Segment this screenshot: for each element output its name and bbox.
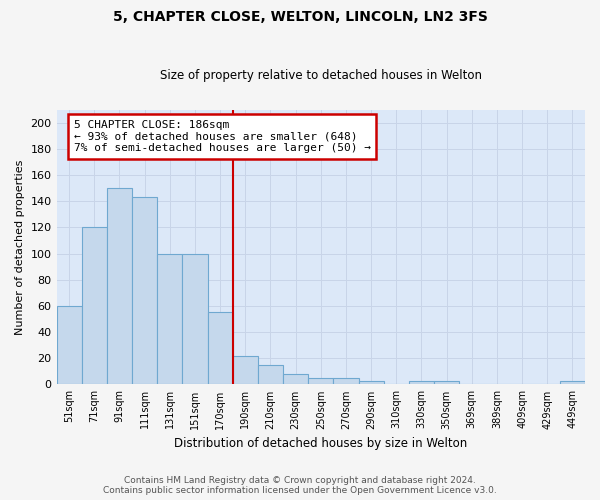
Bar	[308, 378, 334, 384]
Bar	[157, 254, 182, 384]
Bar	[434, 380, 459, 384]
Bar	[560, 380, 585, 384]
Y-axis label: Number of detached properties: Number of detached properties	[15, 160, 25, 334]
Text: Contains HM Land Registry data © Crown copyright and database right 2024.
Contai: Contains HM Land Registry data © Crown c…	[103, 476, 497, 495]
Bar	[283, 374, 308, 384]
Text: 5 CHAPTER CLOSE: 186sqm
← 93% of detached houses are smaller (648)
7% of semi-de: 5 CHAPTER CLOSE: 186sqm ← 93% of detache…	[74, 120, 371, 153]
Bar	[409, 380, 434, 384]
Bar	[359, 380, 383, 384]
Bar	[334, 378, 359, 384]
Bar	[132, 198, 157, 384]
Bar	[208, 312, 233, 384]
Bar	[258, 365, 283, 384]
Text: 5, CHAPTER CLOSE, WELTON, LINCOLN, LN2 3FS: 5, CHAPTER CLOSE, WELTON, LINCOLN, LN2 3…	[113, 10, 487, 24]
Bar	[233, 356, 258, 384]
Bar	[182, 254, 208, 384]
Bar	[82, 228, 107, 384]
X-axis label: Distribution of detached houses by size in Welton: Distribution of detached houses by size …	[174, 437, 467, 450]
Title: Size of property relative to detached houses in Welton: Size of property relative to detached ho…	[160, 69, 482, 82]
Bar	[107, 188, 132, 384]
Bar	[56, 306, 82, 384]
